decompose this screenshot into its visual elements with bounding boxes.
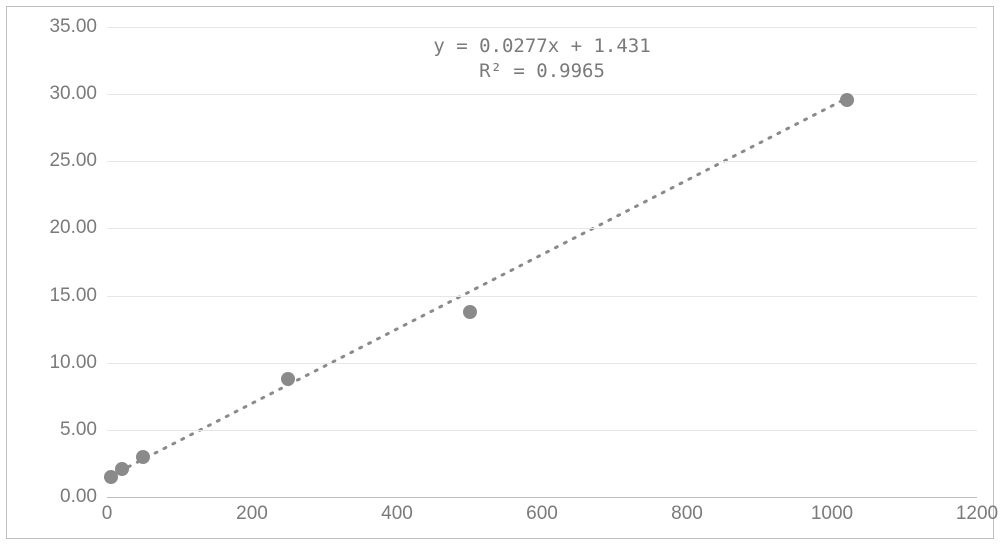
- x-tick-label: 0: [102, 503, 113, 525]
- y-tick-label: 15.00: [49, 285, 97, 307]
- plot-area: y = 0.0277x + 1.431 R² = 0.9965: [107, 27, 977, 497]
- gridline: [107, 430, 977, 431]
- data-point: [281, 372, 295, 386]
- gridline: [107, 296, 977, 297]
- x-tick-label: 400: [381, 503, 413, 525]
- gridline: [107, 161, 977, 162]
- x-tick-label: 1200: [956, 503, 998, 525]
- y-tick-label: 30.00: [49, 83, 97, 105]
- x-axis-line: [107, 497, 977, 498]
- x-tick-label: 200: [236, 503, 268, 525]
- y-tick-label: 25.00: [49, 150, 97, 172]
- gridline: [107, 27, 977, 28]
- data-point: [136, 450, 150, 464]
- equation-label: y = 0.0277x + 1.431: [433, 35, 650, 57]
- y-tick-label: 35.00: [49, 16, 97, 38]
- gridline: [107, 228, 977, 229]
- y-tick-label: 20.00: [49, 217, 97, 239]
- data-point: [115, 462, 129, 476]
- gridline: [107, 363, 977, 364]
- y-tick-label: 0.00: [60, 486, 97, 508]
- data-point: [463, 305, 477, 319]
- r-squared-label: R² = 0.9965: [479, 60, 605, 82]
- x-tick-label: 1000: [811, 503, 853, 525]
- chart-frame: y = 0.0277x + 1.431 R² = 0.9965 0.00 5.00 1…: [6, 6, 994, 539]
- x-tick-label: 600: [526, 503, 558, 525]
- y-tick-label: 10.00: [49, 352, 97, 374]
- y-tick-label: 5.00: [60, 419, 97, 441]
- data-point: [840, 93, 854, 107]
- x-tick-label: 800: [671, 503, 703, 525]
